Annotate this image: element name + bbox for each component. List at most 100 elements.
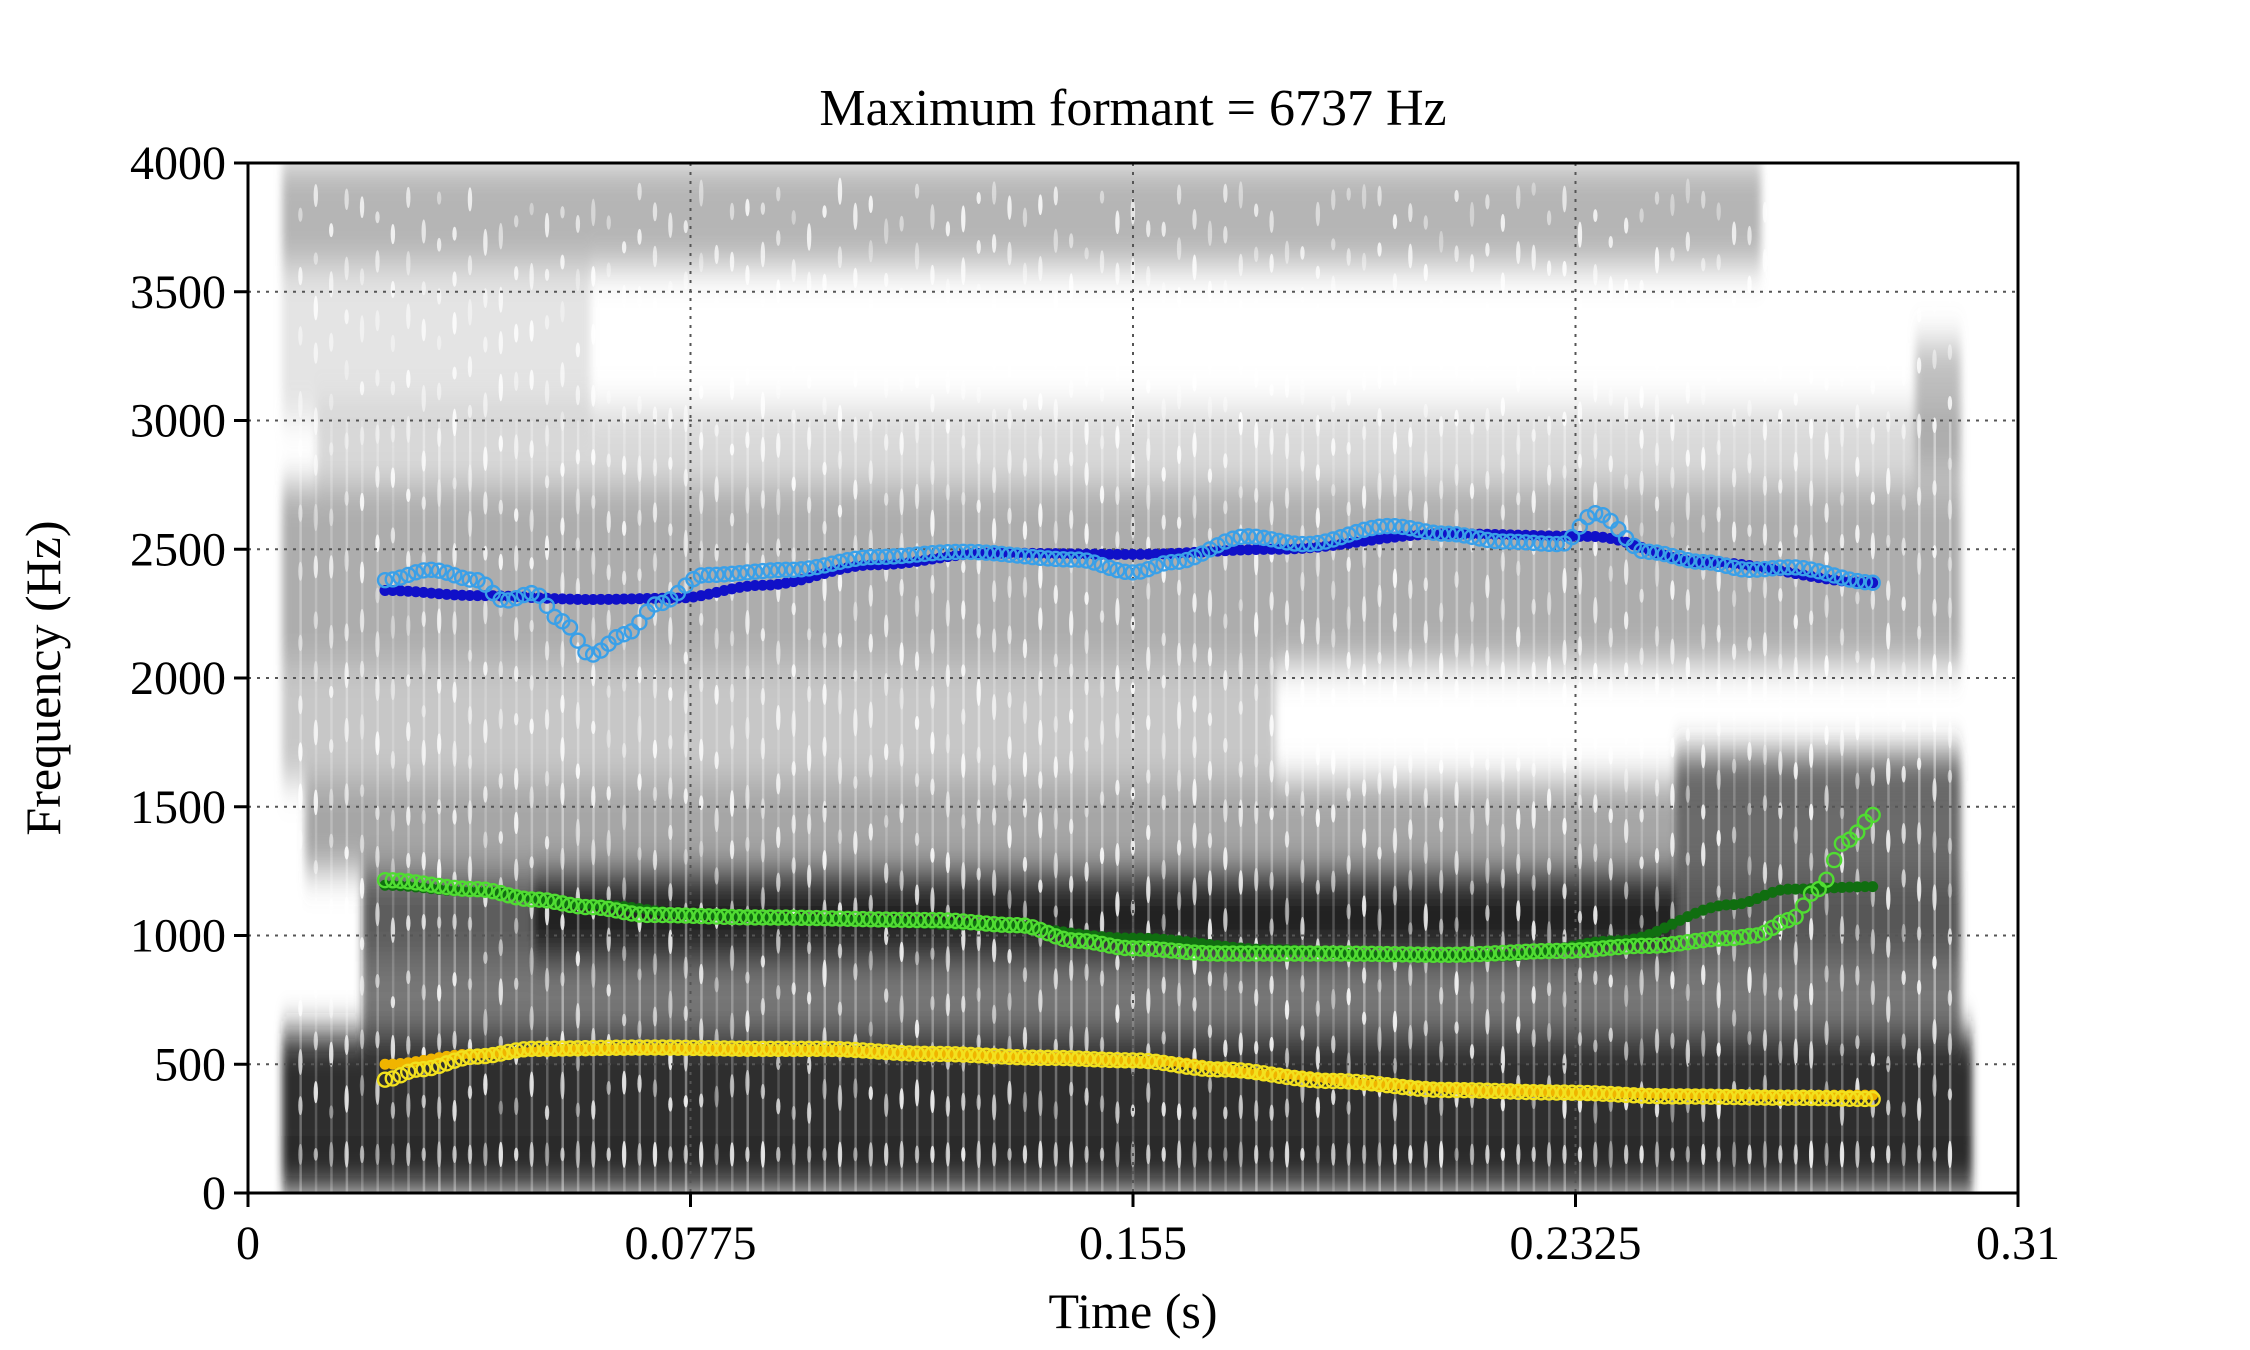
formant-point (1378, 945, 1396, 963)
formant-point (1147, 941, 1165, 958)
formant-point (1178, 551, 1195, 569)
formant-point (1193, 1060, 1211, 1077)
formant-point (862, 548, 879, 566)
formant-point (1224, 530, 1242, 547)
formant-point (1779, 911, 1797, 929)
formant-point (777, 909, 795, 926)
formant-point (1263, 531, 1280, 548)
formant-point (1417, 946, 1434, 963)
formant-series-6 (376, 1039, 1881, 1108)
formant-point (654, 1039, 671, 1056)
formant-point (577, 1040, 594, 1057)
formant-point (1363, 1075, 1380, 1092)
formant-point (1093, 935, 1111, 953)
formant-point (885, 548, 902, 565)
formant-point (1024, 1049, 1041, 1066)
formant-point (1119, 548, 1131, 560)
formant-point (1301, 945, 1319, 962)
formant-point (453, 880, 471, 897)
formant-point (700, 566, 717, 584)
chart-title: Maximum formant = 6737 Hz (819, 80, 1446, 137)
formant-point (1111, 548, 1123, 560)
formant-point (1849, 572, 1866, 590)
formant-point (1687, 553, 1704, 570)
formant-point (1818, 871, 1835, 888)
formant-point (924, 1045, 941, 1063)
formant-point (1648, 544, 1666, 561)
formant-point (515, 586, 532, 604)
formant-point (1455, 1081, 1473, 1099)
formant-point (1240, 528, 1257, 545)
formant-point (715, 1040, 733, 1057)
formant-point (1548, 942, 1565, 960)
formant-point (1671, 550, 1689, 567)
formant-point (415, 562, 432, 579)
formant-point (631, 614, 648, 631)
formant-point (908, 546, 926, 563)
formant-point (793, 1040, 810, 1058)
formant-point (1378, 1076, 1396, 1094)
formant-point (554, 895, 571, 912)
formant-point (1425, 1081, 1442, 1098)
formant-point (384, 571, 401, 588)
formant-point (584, 646, 602, 663)
formant-point (446, 879, 463, 897)
formant-point (1363, 519, 1380, 537)
formant-point (1617, 1086, 1635, 1104)
formant-point (1432, 946, 1450, 964)
formant-point (1332, 945, 1350, 962)
formant-point (1332, 528, 1350, 546)
formant-point (692, 567, 710, 584)
formant-point (556, 593, 568, 605)
formant-point (1741, 1089, 1758, 1106)
formant-point (1625, 1087, 1642, 1104)
formant-point (530, 1040, 548, 1057)
formant-point (546, 893, 563, 910)
formant-point (1579, 941, 1596, 959)
formant-point (423, 876, 440, 893)
x-axis-label: Time (s) (1048, 1283, 1217, 1339)
formant-point (387, 585, 399, 597)
y-tick-label: 3500 (130, 266, 226, 319)
formant-point (1448, 1081, 1465, 1099)
formant-point (608, 1039, 625, 1056)
formant-point (685, 907, 702, 924)
formant-point (569, 1040, 586, 1057)
formant-point (993, 1048, 1010, 1065)
formant-point (785, 909, 802, 926)
formant-point (893, 547, 910, 565)
formant-point (1748, 1089, 1766, 1106)
formant-point (1178, 1058, 1195, 1075)
formant-point (1294, 535, 1311, 553)
formant-point (1679, 1088, 1696, 1105)
formant-point (931, 544, 949, 561)
formant-point (700, 908, 717, 925)
formant-point (530, 587, 548, 604)
formant-point (1471, 530, 1488, 547)
formant-point (662, 906, 679, 924)
formant-point (1232, 945, 1249, 962)
formant-point (1610, 1086, 1627, 1103)
formant-point (1664, 936, 1681, 953)
y-tick-label: 2000 (130, 652, 226, 705)
formant-point (708, 1040, 725, 1057)
formant-point (1309, 534, 1326, 552)
formant-point (1486, 945, 1504, 962)
formant-point (1057, 548, 1069, 560)
formant-point (1348, 523, 1365, 541)
formant-point (1818, 1090, 1835, 1107)
formant-point (1571, 942, 1588, 959)
formant-point (1640, 1087, 1658, 1105)
formant-point (1124, 940, 1141, 957)
formant-point (1836, 881, 1848, 893)
formant-point (1797, 883, 1809, 895)
formant-point (415, 1061, 432, 1078)
formant-point (1116, 1052, 1134, 1069)
formant-point (862, 1042, 879, 1060)
formant-point (1586, 505, 1604, 522)
formant-point (993, 916, 1010, 933)
formant-point (1278, 534, 1296, 551)
formant-point (1548, 535, 1565, 553)
formant-point (1024, 548, 1041, 566)
formant-point (1648, 937, 1666, 954)
